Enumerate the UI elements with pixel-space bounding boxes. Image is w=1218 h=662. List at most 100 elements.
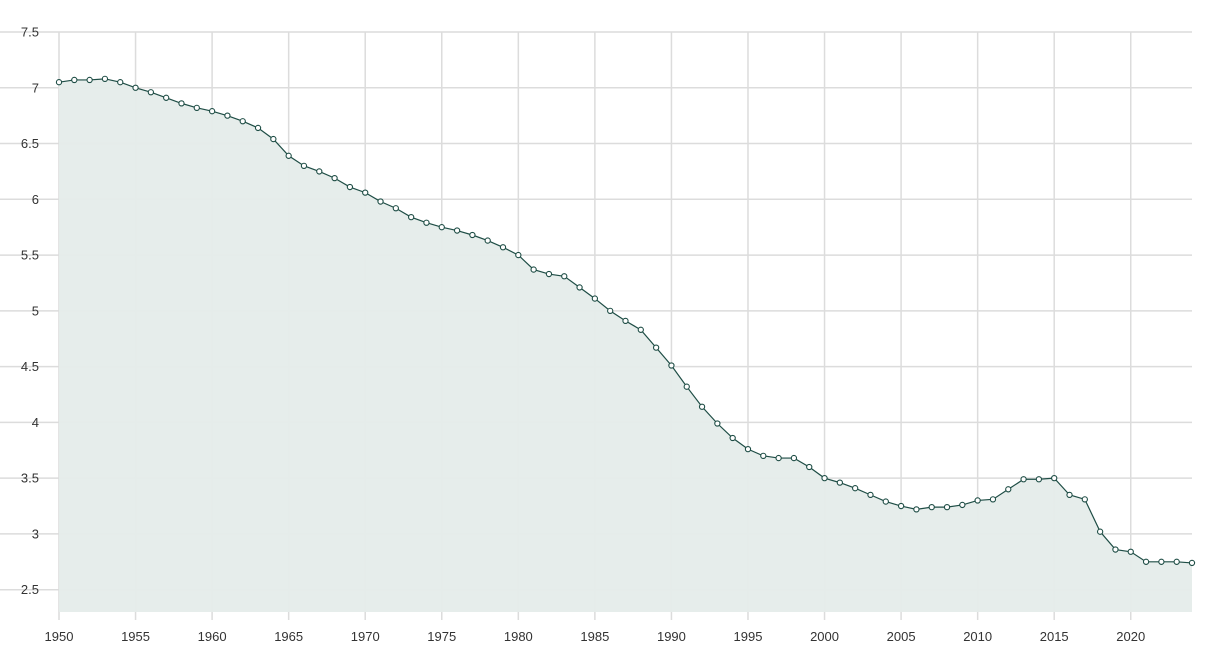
y-tick-label: 4.5: [21, 359, 39, 374]
data-points: [55, 75, 1196, 567]
series-area-fill: [59, 78, 1192, 613]
data-point-1970[interactable]: [362, 189, 369, 196]
data-point-2008[interactable]: [943, 504, 951, 511]
data-point-2005[interactable]: [897, 502, 905, 510]
data-point-1952[interactable]: [86, 76, 93, 84]
data-point-2015[interactable]: [1051, 475, 1058, 482]
data-point-1951[interactable]: [71, 76, 78, 84]
data-point-1988[interactable]: [637, 326, 644, 333]
data-point-2013[interactable]: [1020, 476, 1027, 483]
data-point-1956[interactable]: [147, 89, 155, 96]
y-tick-label: 5: [32, 303, 39, 318]
data-point-1980[interactable]: [515, 251, 522, 259]
x-tick-label: 1965: [274, 629, 303, 644]
x-tick-label: 1990: [657, 629, 686, 644]
data-point-1981[interactable]: [530, 266, 537, 273]
x-tick-label: 1970: [351, 629, 380, 644]
x-tick-label: 2015: [1040, 629, 1069, 644]
data-point-2017[interactable]: [1081, 496, 1088, 503]
data-point-1968[interactable]: [331, 174, 338, 182]
data-point-1966[interactable]: [300, 162, 308, 169]
data-point-1998[interactable]: [790, 454, 798, 462]
data-point-2004[interactable]: [882, 498, 889, 505]
data-point-1997[interactable]: [775, 454, 782, 462]
x-tick-label: 2010: [963, 629, 992, 644]
data-point-2020[interactable]: [1127, 548, 1134, 555]
data-point-2011[interactable]: [989, 496, 997, 503]
x-tick-label: 1975: [427, 629, 456, 644]
data-point-1985[interactable]: [591, 295, 599, 302]
data-point-2000[interactable]: [821, 475, 828, 482]
data-point-2022[interactable]: [1158, 558, 1165, 565]
data-point-1999[interactable]: [806, 463, 813, 471]
data-point-2001[interactable]: [836, 479, 844, 486]
data-point-1974[interactable]: [423, 219, 430, 226]
data-point-1955[interactable]: [132, 84, 139, 91]
x-tick-label: 1995: [734, 629, 763, 644]
data-point-1957[interactable]: [163, 94, 170, 101]
data-point-1977[interactable]: [469, 231, 476, 239]
data-point-2012[interactable]: [1005, 486, 1012, 493]
data-point-1972[interactable]: [392, 205, 399, 212]
data-point-1978[interactable]: [484, 237, 491, 244]
data-point-2009[interactable]: [959, 501, 966, 509]
data-point-2007[interactable]: [928, 504, 935, 511]
x-tick-label: 2005: [887, 629, 916, 644]
data-point-1982[interactable]: [545, 270, 553, 278]
data-point-2003[interactable]: [867, 491, 874, 499]
data-point-1984[interactable]: [576, 284, 583, 291]
x-axis-tick-labels: 1950 1955 1960 1965 1970 1975 1980 1985 1990 1995…: [45, 629, 1146, 644]
data-point-1990[interactable]: [668, 362, 675, 369]
data-point-1953[interactable]: [101, 75, 109, 82]
data-point-1995[interactable]: [744, 446, 752, 453]
data-point-1961[interactable]: [224, 112, 231, 119]
data-point-1959[interactable]: [193, 104, 200, 111]
x-tick-label: 1955: [121, 629, 150, 644]
data-point-1996[interactable]: [760, 452, 767, 459]
data-point-1973[interactable]: [407, 214, 415, 221]
data-point-2010[interactable]: [974, 497, 981, 504]
data-point-1987[interactable]: [622, 317, 629, 325]
data-point-2014[interactable]: [1035, 476, 1043, 483]
data-point-1969[interactable]: [346, 183, 354, 191]
data-point-1967[interactable]: [316, 168, 323, 175]
data-point-1950[interactable]: [55, 79, 63, 86]
data-point-1960[interactable]: [208, 108, 216, 115]
data-point-1971[interactable]: [377, 198, 384, 205]
data-point-2018[interactable]: [1096, 528, 1104, 535]
data-point-1979[interactable]: [499, 244, 507, 251]
data-point-1983[interactable]: [561, 273, 568, 280]
data-point-2024[interactable]: [1188, 559, 1196, 567]
data-point-2019[interactable]: [1112, 546, 1119, 553]
data-point-2021[interactable]: [1142, 558, 1150, 565]
data-point-1954[interactable]: [117, 79, 124, 86]
y-tick-label: 7: [32, 80, 39, 95]
x-tick-label: 1950: [45, 629, 74, 644]
y-tick-label: 7.5: [21, 25, 39, 40]
data-point-1986[interactable]: [607, 307, 614, 314]
data-point-1989[interactable]: [652, 344, 660, 351]
y-tick-label: 3: [32, 526, 39, 541]
data-point-1992[interactable]: [698, 403, 706, 410]
x-tick-label: 2020: [1116, 629, 1145, 644]
y-tick-label: 4: [32, 415, 39, 430]
data-point-2016[interactable]: [1066, 491, 1073, 499]
y-tick-label: 3.5: [21, 471, 39, 486]
data-point-1965[interactable]: [285, 152, 292, 159]
y-tick-label: 5.5: [21, 248, 39, 263]
data-point-1994[interactable]: [729, 434, 736, 442]
data-point-1975[interactable]: [438, 224, 445, 231]
data-point-1991[interactable]: [683, 383, 690, 390]
x-tick-label: 1980: [504, 629, 533, 644]
data-point-2006[interactable]: [913, 506, 920, 513]
x-tick-label: 1985: [580, 629, 609, 644]
data-point-2002[interactable]: [852, 485, 859, 492]
data-point-1964[interactable]: [270, 135, 277, 143]
data-point-1993[interactable]: [714, 420, 721, 427]
data-point-1962[interactable]: [239, 118, 246, 125]
data-point-1958[interactable]: [178, 100, 185, 107]
data-point-1963[interactable]: [254, 124, 262, 132]
data-point-2023[interactable]: [1173, 558, 1180, 565]
data-point-1976[interactable]: [453, 227, 461, 234]
